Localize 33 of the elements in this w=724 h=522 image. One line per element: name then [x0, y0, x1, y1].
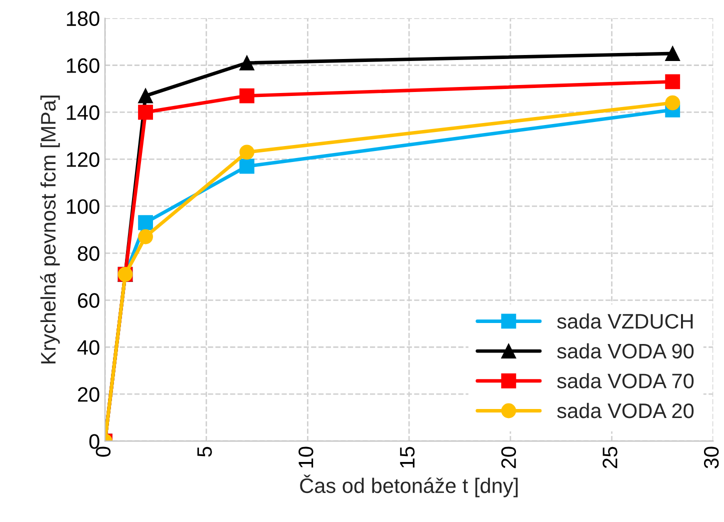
x-tick-label: 25: [602, 446, 618, 468]
x-tick-label: 0: [96, 446, 111, 457]
x-tick-label: 20: [501, 446, 516, 468]
point: [239, 158, 254, 174]
y-tick-label: 180: [66, 11, 100, 26]
point: [239, 88, 254, 104]
y-tick-label: 60: [78, 293, 100, 308]
legend-label: sada VODA 70: [557, 373, 694, 388]
x-tick-label: 10: [298, 446, 314, 468]
y-axis-title: Krychelná pevnost fcm [MPa]: [40, 96, 60, 364]
point: [665, 46, 680, 61]
y-tick-label: 100: [66, 199, 100, 214]
legend-label: sada VODA 20: [557, 402, 694, 418]
x-tick-label: 5: [197, 446, 212, 457]
point: [239, 55, 254, 70]
y-tick-label: 120: [66, 152, 100, 167]
x-axis-title: Čas od betonáže t [dny]: [300, 474, 518, 498]
legend-label: sada VZDUCH: [557, 313, 693, 329]
y-tick-label: 20: [78, 387, 100, 402]
point: [239, 144, 254, 160]
point: [665, 74, 680, 90]
point: [138, 104, 153, 120]
point: [665, 95, 680, 110]
point: [138, 88, 153, 104]
legend-label: sada VODA 90: [557, 343, 694, 359]
y-tick-label: 160: [66, 58, 100, 74]
y-tick-label: 140: [66, 105, 100, 120]
y-tick-label: 80: [78, 246, 100, 261]
x-tick-label: 15: [400, 446, 415, 468]
x-tick-label: 30: [704, 446, 719, 468]
point: [138, 215, 153, 230]
y-tick-label: 40: [77, 340, 100, 355]
point: [138, 229, 153, 244]
